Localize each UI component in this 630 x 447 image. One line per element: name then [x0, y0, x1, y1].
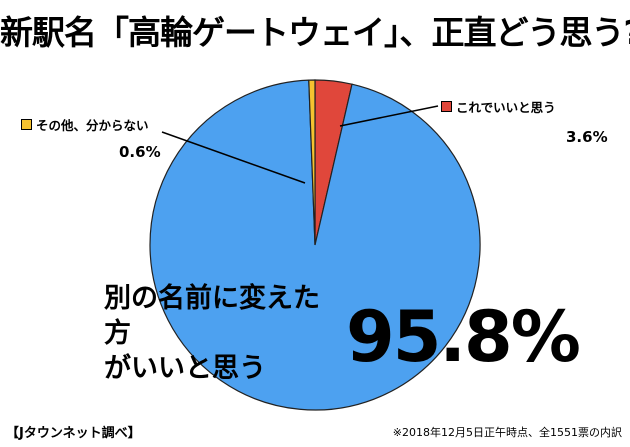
slice-label-change: 別の名前に変えた方 がいいと思う	[104, 281, 334, 386]
legend-swatch-other	[21, 119, 32, 130]
leader-line-other	[161, 131, 306, 184]
footnote: ※2018年12月5日正午時点、全1551票の内訳	[392, 426, 622, 439]
legend-swatch-yes	[441, 101, 452, 112]
slice-label-other: その他、分からない	[36, 118, 149, 133]
pie-slices	[149, 79, 481, 411]
pie-slice-other	[308, 79, 316, 246]
slice-label-yes: これでいいと思う	[456, 100, 556, 115]
slice-value-yes: 3.6%	[566, 128, 608, 146]
pie-slice-change	[149, 79, 481, 411]
leader-lines	[161, 105, 439, 184]
chart-title: 新駅名「高輪ゲートウェイ」、正直どう思う?	[0, 13, 630, 52]
slice-value-change: 95.8%	[346, 296, 581, 378]
slice-label-change-line2: がいいと思う	[104, 353, 266, 384]
source-credit: 【Jタウンネット調べ】	[6, 426, 141, 441]
leader-line-yes	[339, 105, 439, 127]
slice-value-other: 0.6%	[119, 143, 161, 161]
slice-label-change-line1: 別の名前に変えた方	[104, 283, 320, 349]
